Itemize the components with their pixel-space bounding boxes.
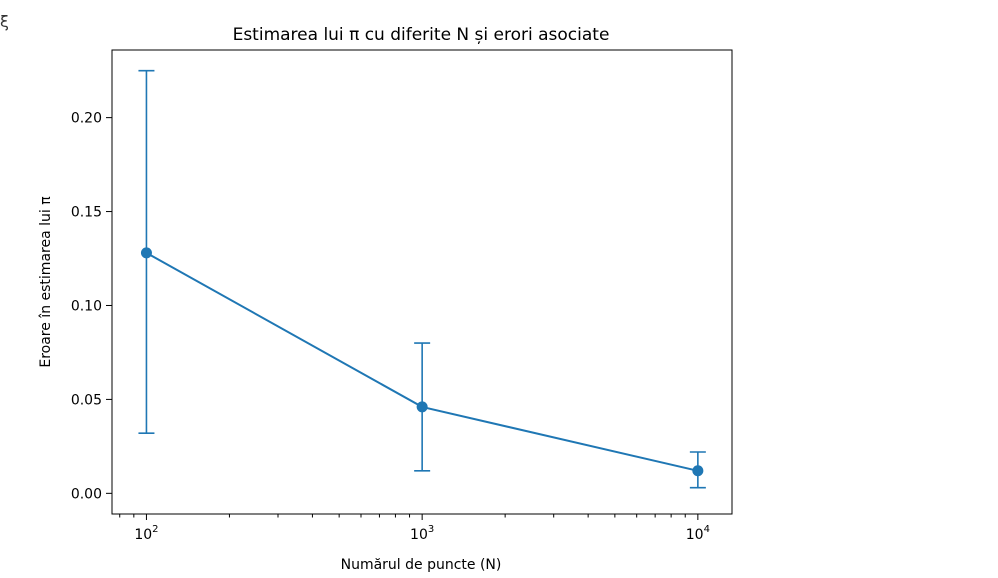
y-tick-label: 0.15 — [71, 205, 102, 221]
corner-glyph: ξ — [0, 12, 9, 31]
x-tick-label: 102 — [134, 524, 158, 543]
y-tick-label: 0.05 — [71, 392, 102, 408]
y-tick-label: 0.10 — [71, 298, 102, 314]
y-tick-label: 0.20 — [71, 111, 102, 127]
x-tick-exponent: 3 — [428, 524, 434, 535]
y-axis-ticks: 0.00 0.05 0.10 0.15 0.20 — [71, 111, 112, 502]
series-group — [138, 69, 706, 489]
x-axis-ticks: 102 103 104 — [134, 514, 710, 543]
x-minor-ticks — [119, 514, 686, 518]
data-point — [692, 465, 704, 477]
chart-title: Estimarea lui π cu diferite N și erori a… — [233, 25, 610, 45]
data-point — [416, 401, 428, 413]
x-tick-base: 10 — [410, 527, 428, 543]
y-axis-label: Eroare în estimarea lui π — [38, 196, 54, 368]
x-axis-label: Numărul de puncte (N) — [341, 557, 502, 573]
x-tick-label: 104 — [686, 524, 710, 543]
x-tick-label: 103 — [410, 524, 434, 543]
x-tick-exponent: 2 — [152, 524, 158, 535]
x-tick-base: 10 — [686, 527, 704, 543]
y-tick-label: 0.00 — [71, 486, 102, 502]
x-tick-exponent: 4 — [704, 524, 710, 535]
x-tick-base: 10 — [134, 527, 152, 543]
data-point — [140, 247, 152, 259]
